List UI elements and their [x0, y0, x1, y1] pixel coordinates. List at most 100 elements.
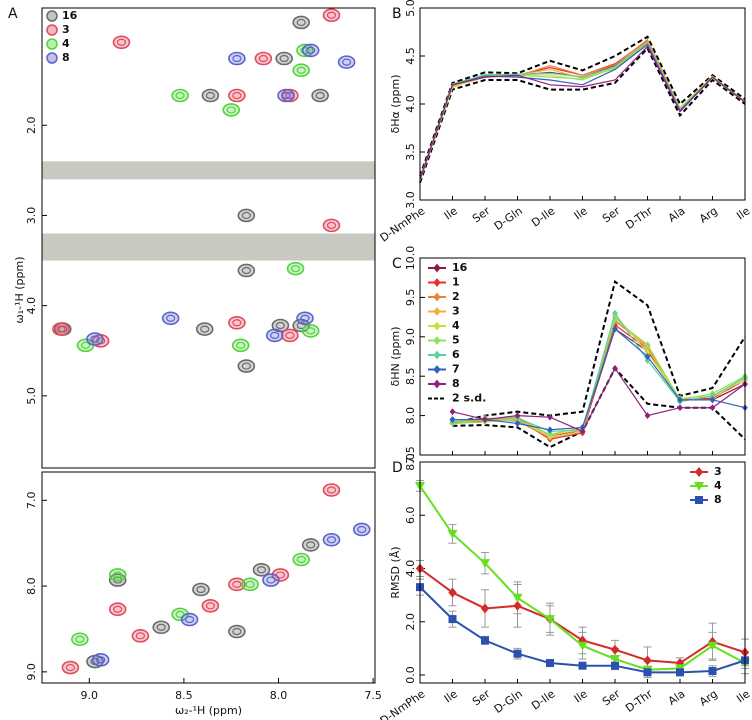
marker — [513, 649, 522, 658]
marker — [707, 641, 718, 651]
x-tick-label: Ile — [442, 204, 460, 222]
peak — [108, 573, 127, 587]
plot-frame — [419, 461, 746, 684]
x-tick-label: Ile — [734, 687, 752, 705]
legend-swatch — [46, 38, 58, 50]
x-tick-label: Ser — [470, 687, 493, 708]
y-tick-label: 3.5 — [404, 143, 417, 161]
peak-contour — [326, 536, 337, 544]
marker — [695, 496, 703, 504]
legend-label: 3 — [452, 305, 460, 318]
peak — [108, 568, 127, 582]
peak-contour — [205, 91, 215, 100]
peak — [91, 653, 110, 667]
y-tick-label: 4.0 — [404, 560, 417, 578]
legend-label: 2 s.d. — [452, 392, 486, 405]
peak — [112, 35, 131, 50]
peak — [254, 51, 273, 66]
x-tick-label: D-Gln — [492, 204, 525, 233]
legend-label: 3 — [714, 465, 722, 478]
peak-contour — [113, 571, 123, 579]
peak — [301, 538, 320, 552]
legend-label: 5 — [452, 334, 460, 347]
legend-label: 4 — [452, 319, 460, 332]
sd-line — [419, 46, 746, 184]
y-tick-label: 4.5 — [404, 47, 417, 65]
peak — [237, 359, 256, 373]
peak-contour — [342, 58, 352, 66]
peak — [337, 55, 356, 69]
x-tick-label: Arg — [697, 687, 720, 708]
plot-frame — [419, 7, 746, 201]
panel-label: B — [392, 6, 402, 22]
legend-label: 16 — [452, 261, 468, 274]
peak — [180, 612, 199, 627]
solvent-band — [42, 233, 375, 261]
peak — [322, 218, 341, 233]
marker — [611, 661, 619, 670]
peak-contour — [232, 91, 242, 100]
legend-swatch — [46, 24, 58, 36]
x-tick-label: D-Ile — [529, 204, 558, 229]
marker — [482, 416, 488, 423]
peak — [352, 522, 371, 537]
marker — [577, 641, 588, 651]
series-line — [419, 45, 746, 180]
y-tick-label: 4.0 — [404, 95, 417, 113]
marker — [512, 593, 523, 603]
peak — [237, 208, 256, 223]
series-line — [452, 367, 746, 433]
series-line — [419, 41, 746, 180]
peak — [301, 43, 320, 58]
marker — [694, 467, 704, 477]
peak-contour — [116, 38, 127, 46]
marker — [609, 655, 621, 664]
legend-label: 16 — [62, 9, 78, 22]
marker — [433, 379, 441, 389]
series-line — [452, 311, 746, 432]
peak-contour — [166, 314, 176, 322]
series-line — [419, 39, 746, 181]
peak-contour — [296, 18, 306, 27]
marker — [677, 396, 683, 404]
x-tick-label: Ala — [666, 687, 688, 708]
x-tick-label: Ser — [600, 204, 623, 225]
peak-contour — [232, 54, 242, 63]
marker — [546, 659, 554, 668]
marker — [644, 412, 651, 420]
marker — [433, 365, 441, 374]
marker — [579, 427, 586, 435]
peak-contour — [175, 91, 185, 100]
legend-label: 8 — [452, 377, 460, 390]
peak — [322, 532, 341, 547]
y-axis-label: δHα (ppm) — [389, 74, 402, 133]
x-tick-label: Ile — [734, 204, 752, 222]
peak — [252, 562, 271, 577]
peak — [228, 315, 246, 330]
plot-frame — [41, 7, 376, 469]
peak-contour — [156, 623, 166, 631]
legend-swatch — [46, 52, 58, 64]
peak — [171, 88, 189, 103]
peak — [228, 577, 246, 592]
peak-contour — [232, 580, 242, 588]
peak-contour — [315, 91, 325, 100]
peak — [281, 328, 299, 343]
peak-contour — [326, 221, 337, 229]
marker — [612, 325, 618, 333]
marker — [644, 357, 651, 364]
marker — [448, 587, 457, 598]
x-tick-label: Ser — [600, 687, 623, 708]
peak-contour — [296, 555, 306, 564]
peak-contour — [296, 66, 306, 74]
x-tick-label: Ile — [572, 687, 590, 705]
marker — [480, 603, 490, 614]
peak-contour — [232, 627, 242, 636]
x-tick-label: 9.0 — [81, 689, 99, 702]
peak — [322, 483, 341, 497]
peak — [262, 573, 280, 587]
peak — [61, 660, 80, 675]
peak — [161, 311, 180, 326]
peak-contour — [135, 632, 145, 640]
